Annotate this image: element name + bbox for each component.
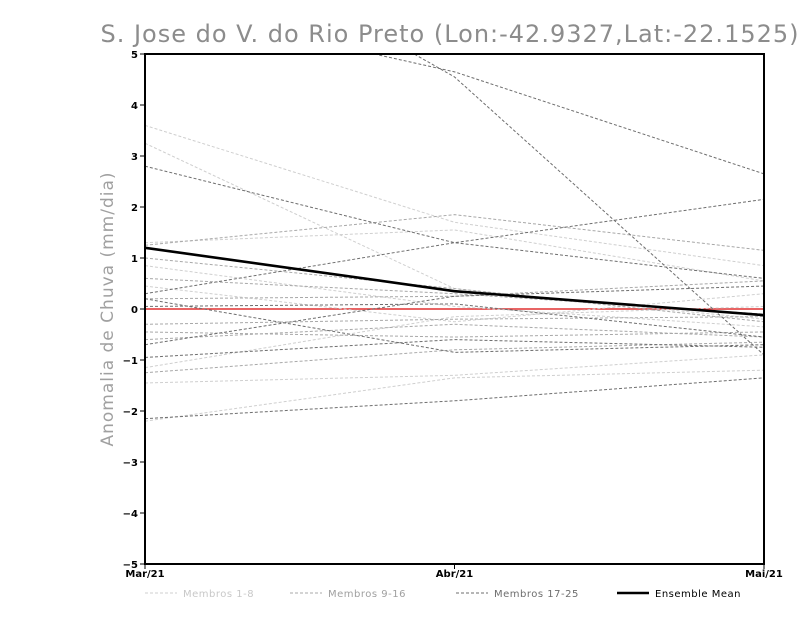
member-line-group3-1 <box>371 54 764 175</box>
member-line-group3-7 <box>145 339 764 358</box>
member-line-group1-5 <box>145 305 764 369</box>
member-line-group1-4 <box>145 265 764 328</box>
legend-label: Membros 17-25 <box>494 589 579 600</box>
y-tick-label: 5 <box>131 50 138 61</box>
y-tick-label: 1 <box>131 254 138 265</box>
member-line-group2-7 <box>145 323 764 341</box>
x-tick-label: Abr/21 <box>436 569 473 580</box>
legend-label: Ensemble Mean <box>655 589 741 600</box>
legend-label: Membros 9-16 <box>328 589 406 600</box>
member-line-group2-4 <box>145 331 764 338</box>
member-line-group1-3 <box>145 229 764 282</box>
y-axis-label: Anomalia de Chuva (mm/dia) <box>98 171 118 446</box>
ensemble-mean-line <box>145 246 764 317</box>
y-tick-label: −4 <box>123 509 138 520</box>
y-tick-label: −5 <box>123 560 138 571</box>
member-line-group1-6 <box>145 354 764 384</box>
legend-label: Membros 1-8 <box>183 589 254 600</box>
chart-title: S. Jose do V. do Rio Preto (Lon:-42.9327… <box>100 20 799 48</box>
series-group <box>145 54 764 422</box>
x-tick-label: Mai/21 <box>745 569 783 580</box>
member-line-group2-1 <box>145 214 764 251</box>
plot-area: −5 −4 −3 −2 −1 0 1 2 3 4 5 Mar/21 Abr/21 Mai/21 <box>123 50 783 580</box>
plot-frame <box>144 53 765 565</box>
member-line-group3-8 <box>145 377 764 420</box>
member-line-group2-2 <box>145 280 764 300</box>
y-tick-label: −1 <box>123 356 138 367</box>
member-line-group2-8 <box>145 257 764 323</box>
member-line-group1-8 <box>145 285 764 323</box>
member-line-group3-2 <box>413 54 764 356</box>
y-tick-label: 3 <box>131 152 138 163</box>
member-line-group1-1 <box>145 124 764 267</box>
y-tick-label: 2 <box>131 203 138 214</box>
member-line-group2-3 <box>145 316 764 325</box>
x-tick-label: Mar/21 <box>125 569 164 580</box>
member-line-group3-4 <box>145 198 764 295</box>
y-tick-label: −2 <box>123 407 138 418</box>
y-tick-label: 4 <box>131 101 138 112</box>
legend: Membros 1-8 Membros 9-16 Membros 17-25 Ense… <box>145 589 741 600</box>
member-line-group1-7 <box>145 369 764 422</box>
member-line-group3-5 <box>145 285 764 346</box>
member-line-group3-9 <box>145 298 764 353</box>
member-line-group3-3 <box>145 165 764 279</box>
member-line-group1-2 <box>145 142 764 320</box>
member-line-group3-6 <box>145 303 764 338</box>
y-tick-label: 0 <box>131 305 138 316</box>
y-tick-label: −3 <box>123 458 138 469</box>
